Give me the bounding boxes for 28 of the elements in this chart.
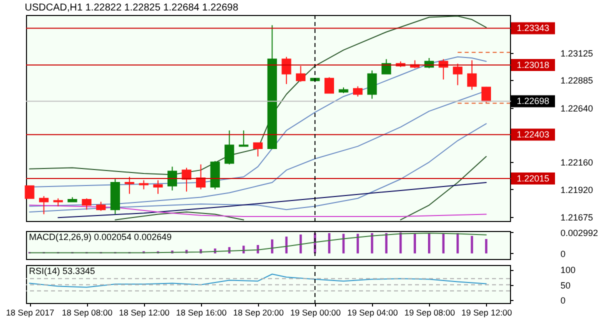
y-tick-label: 0 [560,295,566,306]
x-tick-label: 18 Sep 20:00 [233,308,284,318]
ref-line-label: 1.22403 [516,130,550,140]
y-tick-label: 1.22160 [560,158,594,168]
y-tick-label: 1.22640 [560,103,594,114]
y-tick-label: 0.002992 [560,228,598,238]
x-tick-label: 19 Sep 04:00 [347,308,398,318]
ref-line-label: 1.23018 [516,60,550,70]
chart-title: USDCAD,H1 1.22822 1.22825 1.22684 1.22698 [24,2,239,14]
x-tick-label: 19 Sep 08:00 [404,308,456,318]
y-tick-label: 50 [560,280,571,290]
x-tick-label: 18 Sep 12:00 [118,308,170,318]
y-tick-label: 100 [560,265,576,276]
ref-line-label: 1.23343 [516,23,550,34]
x-tick-label: 18 Sep 2017 [6,308,54,318]
y-tick-label: 1.22885 [560,76,594,86]
chart-title: MACD(12,26,9) 0.002054 0.002649 [29,232,172,242]
y-tick-label: 1.21675 [560,212,594,223]
ref-line-label: 1.22015 [516,174,550,184]
y-tick-label: 0 [560,248,566,259]
y-tick-label: 1.21920 [560,184,594,195]
x-tick-label: 18 Sep 16:00 [176,308,227,318]
ref-line-label: 1.22698 [516,96,550,106]
y-tick-label: 1.23125 [560,48,594,58]
x-tick-label: 18 Sep 08:00 [62,308,113,318]
chart-title: RSI(14) 53.3345 [29,266,96,276]
x-tick-label: 19 Sep 12:00 [461,308,512,318]
x-tick-label: 19 Sep 00:00 [290,308,342,318]
